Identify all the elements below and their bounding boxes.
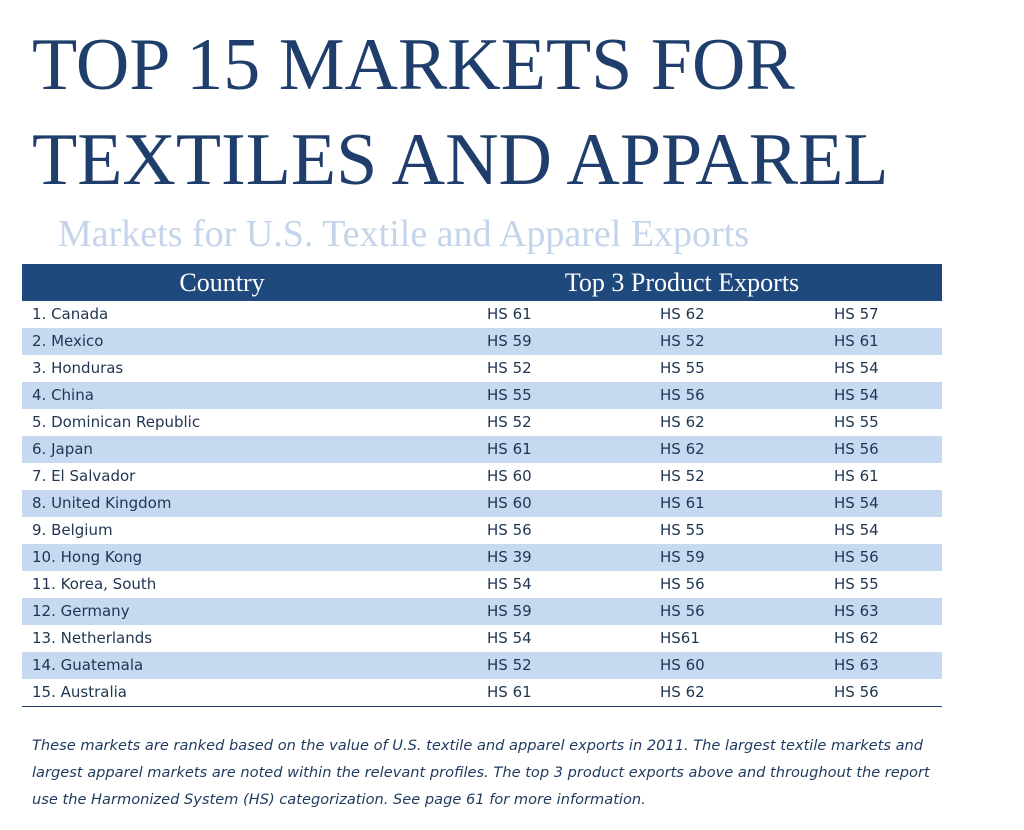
product-cell: HS 56: [660, 575, 705, 593]
product-cell: HS 61: [834, 467, 879, 485]
table-row: 1. Canada HS 61 HS 62 HS 57: [22, 301, 942, 328]
product-cell: HS 62: [660, 305, 705, 323]
product-cell: HS 63: [834, 602, 879, 620]
product-cell: HS 56: [834, 548, 879, 566]
product-cell: HS 54: [834, 494, 879, 512]
product-cell: HS 62: [660, 413, 705, 431]
country-cell: 15. Australia: [32, 683, 127, 701]
product-cell: HS 61: [487, 440, 532, 458]
product-cell: HS61: [660, 629, 700, 647]
product-cell: HS 52: [487, 413, 532, 431]
country-cell: 2. Mexico: [32, 332, 104, 350]
product-cell: HS 54: [487, 575, 532, 593]
product-cell: HS 59: [487, 332, 532, 350]
product-cell: HS 62: [834, 629, 879, 647]
product-cell: HS 56: [660, 386, 705, 404]
title-line: TEXTILES AND APPAREL: [32, 119, 889, 201]
table-header: [22, 264, 942, 301]
product-cell: HS 52: [660, 467, 705, 485]
table-row: 5. Dominican Republic HS 52 HS 62 HS 55: [22, 409, 942, 436]
table-rule: [22, 706, 942, 707]
product-cell: HS 54: [834, 359, 879, 377]
product-cell: HS 60: [487, 494, 532, 512]
product-cell: HS 57: [834, 305, 879, 323]
product-cell: HS 54: [834, 521, 879, 539]
country-cell: 3. Honduras: [32, 359, 124, 377]
table-row: 10. Hong Kong HS 39 HS 59 HS 56: [22, 544, 942, 571]
country-cell: 1. Canada: [32, 305, 109, 323]
product-cell: HS 59: [487, 602, 532, 620]
title-line: TOP 15 MARKETS FOR: [32, 24, 795, 106]
product-cell: HS 52: [487, 656, 532, 674]
product-cell: HS 62: [660, 440, 705, 458]
subtitle: Markets for U.S. Textile and Apparel Exp…: [58, 213, 750, 255]
country-cell: 5. Dominican Republic: [32, 413, 201, 431]
product-cell: HS 56: [834, 440, 879, 458]
product-cell: HS 55: [487, 386, 532, 404]
product-cell: HS 39: [487, 548, 532, 566]
table-row: 6. Japan HS 61 HS 62 HS 56: [22, 436, 942, 463]
country-cell: 14. Guatemala: [32, 656, 144, 674]
country-cell: 12. Germany: [32, 602, 130, 620]
column-header: Top 3 Product Exports: [564, 268, 800, 297]
product-cell: HS 52: [660, 332, 705, 350]
column-header: Country: [179, 268, 265, 297]
product-cell: HS 59: [660, 548, 705, 566]
table-row: 7. El Salvador HS 60 HS 52 HS 61: [22, 463, 942, 490]
table-row: 4. China HS 55 HS 56 HS 54: [22, 382, 942, 409]
product-cell: HS 61: [660, 494, 705, 512]
product-cell: HS 61: [487, 305, 532, 323]
product-cell: HS 62: [660, 683, 705, 701]
table-row: 12. Germany HS 59 HS 56 HS 63: [22, 598, 942, 625]
table-row: 11. Korea, South HS 54 HS 56 HS 55: [22, 571, 942, 598]
country-cell: 9. Belgium: [32, 521, 113, 539]
table-row: 3. Honduras HS 52 HS 55 HS 54: [22, 355, 942, 382]
product-cell: HS 54: [834, 386, 879, 404]
product-cell: HS 60: [660, 656, 705, 674]
product-cell: HS 55: [834, 413, 879, 431]
table-row: 8. United Kingdom HS 60 HS 61 HS 54: [22, 490, 942, 517]
table-row: 13. Netherlands HS 54 HS61 HS 62: [22, 625, 942, 652]
product-cell: HS 56: [660, 602, 705, 620]
table-row: 14. Guatemala HS 52 HS 60 HS 63: [22, 652, 942, 679]
product-cell: HS 54: [487, 629, 532, 647]
table-row: 15. Australia HS 61 HS 62 HS 56: [22, 679, 942, 706]
table-row: 9. Belgium HS 56 HS 55 HS 54: [22, 517, 942, 544]
country-cell: 10. Hong Kong: [32, 548, 143, 566]
country-cell: 8. United Kingdom: [32, 494, 172, 512]
product-cell: HS 55: [834, 575, 879, 593]
product-cell: HS 61: [487, 683, 532, 701]
product-cell: HS 61: [834, 332, 879, 350]
country-cell: 6. Japan: [32, 440, 93, 458]
product-cell: HS 63: [834, 656, 879, 674]
product-cell: HS 56: [487, 521, 532, 539]
product-cell: HS 55: [660, 359, 705, 377]
table-row: 2. Mexico HS 59 HS 52 HS 61: [22, 328, 942, 355]
product-cell: HS 60: [487, 467, 532, 485]
country-cell: 4. China: [32, 386, 94, 404]
country-cell: 7. El Salvador: [32, 467, 136, 485]
footnote: These markets are ranked based on the va…: [32, 737, 930, 808]
product-cell: HS 56: [834, 683, 879, 701]
country-cell: 11. Korea, South: [32, 575, 157, 593]
country-cell: 13. Netherlands: [32, 629, 153, 647]
product-cell: HS 52: [487, 359, 532, 377]
product-cell: HS 55: [660, 521, 705, 539]
